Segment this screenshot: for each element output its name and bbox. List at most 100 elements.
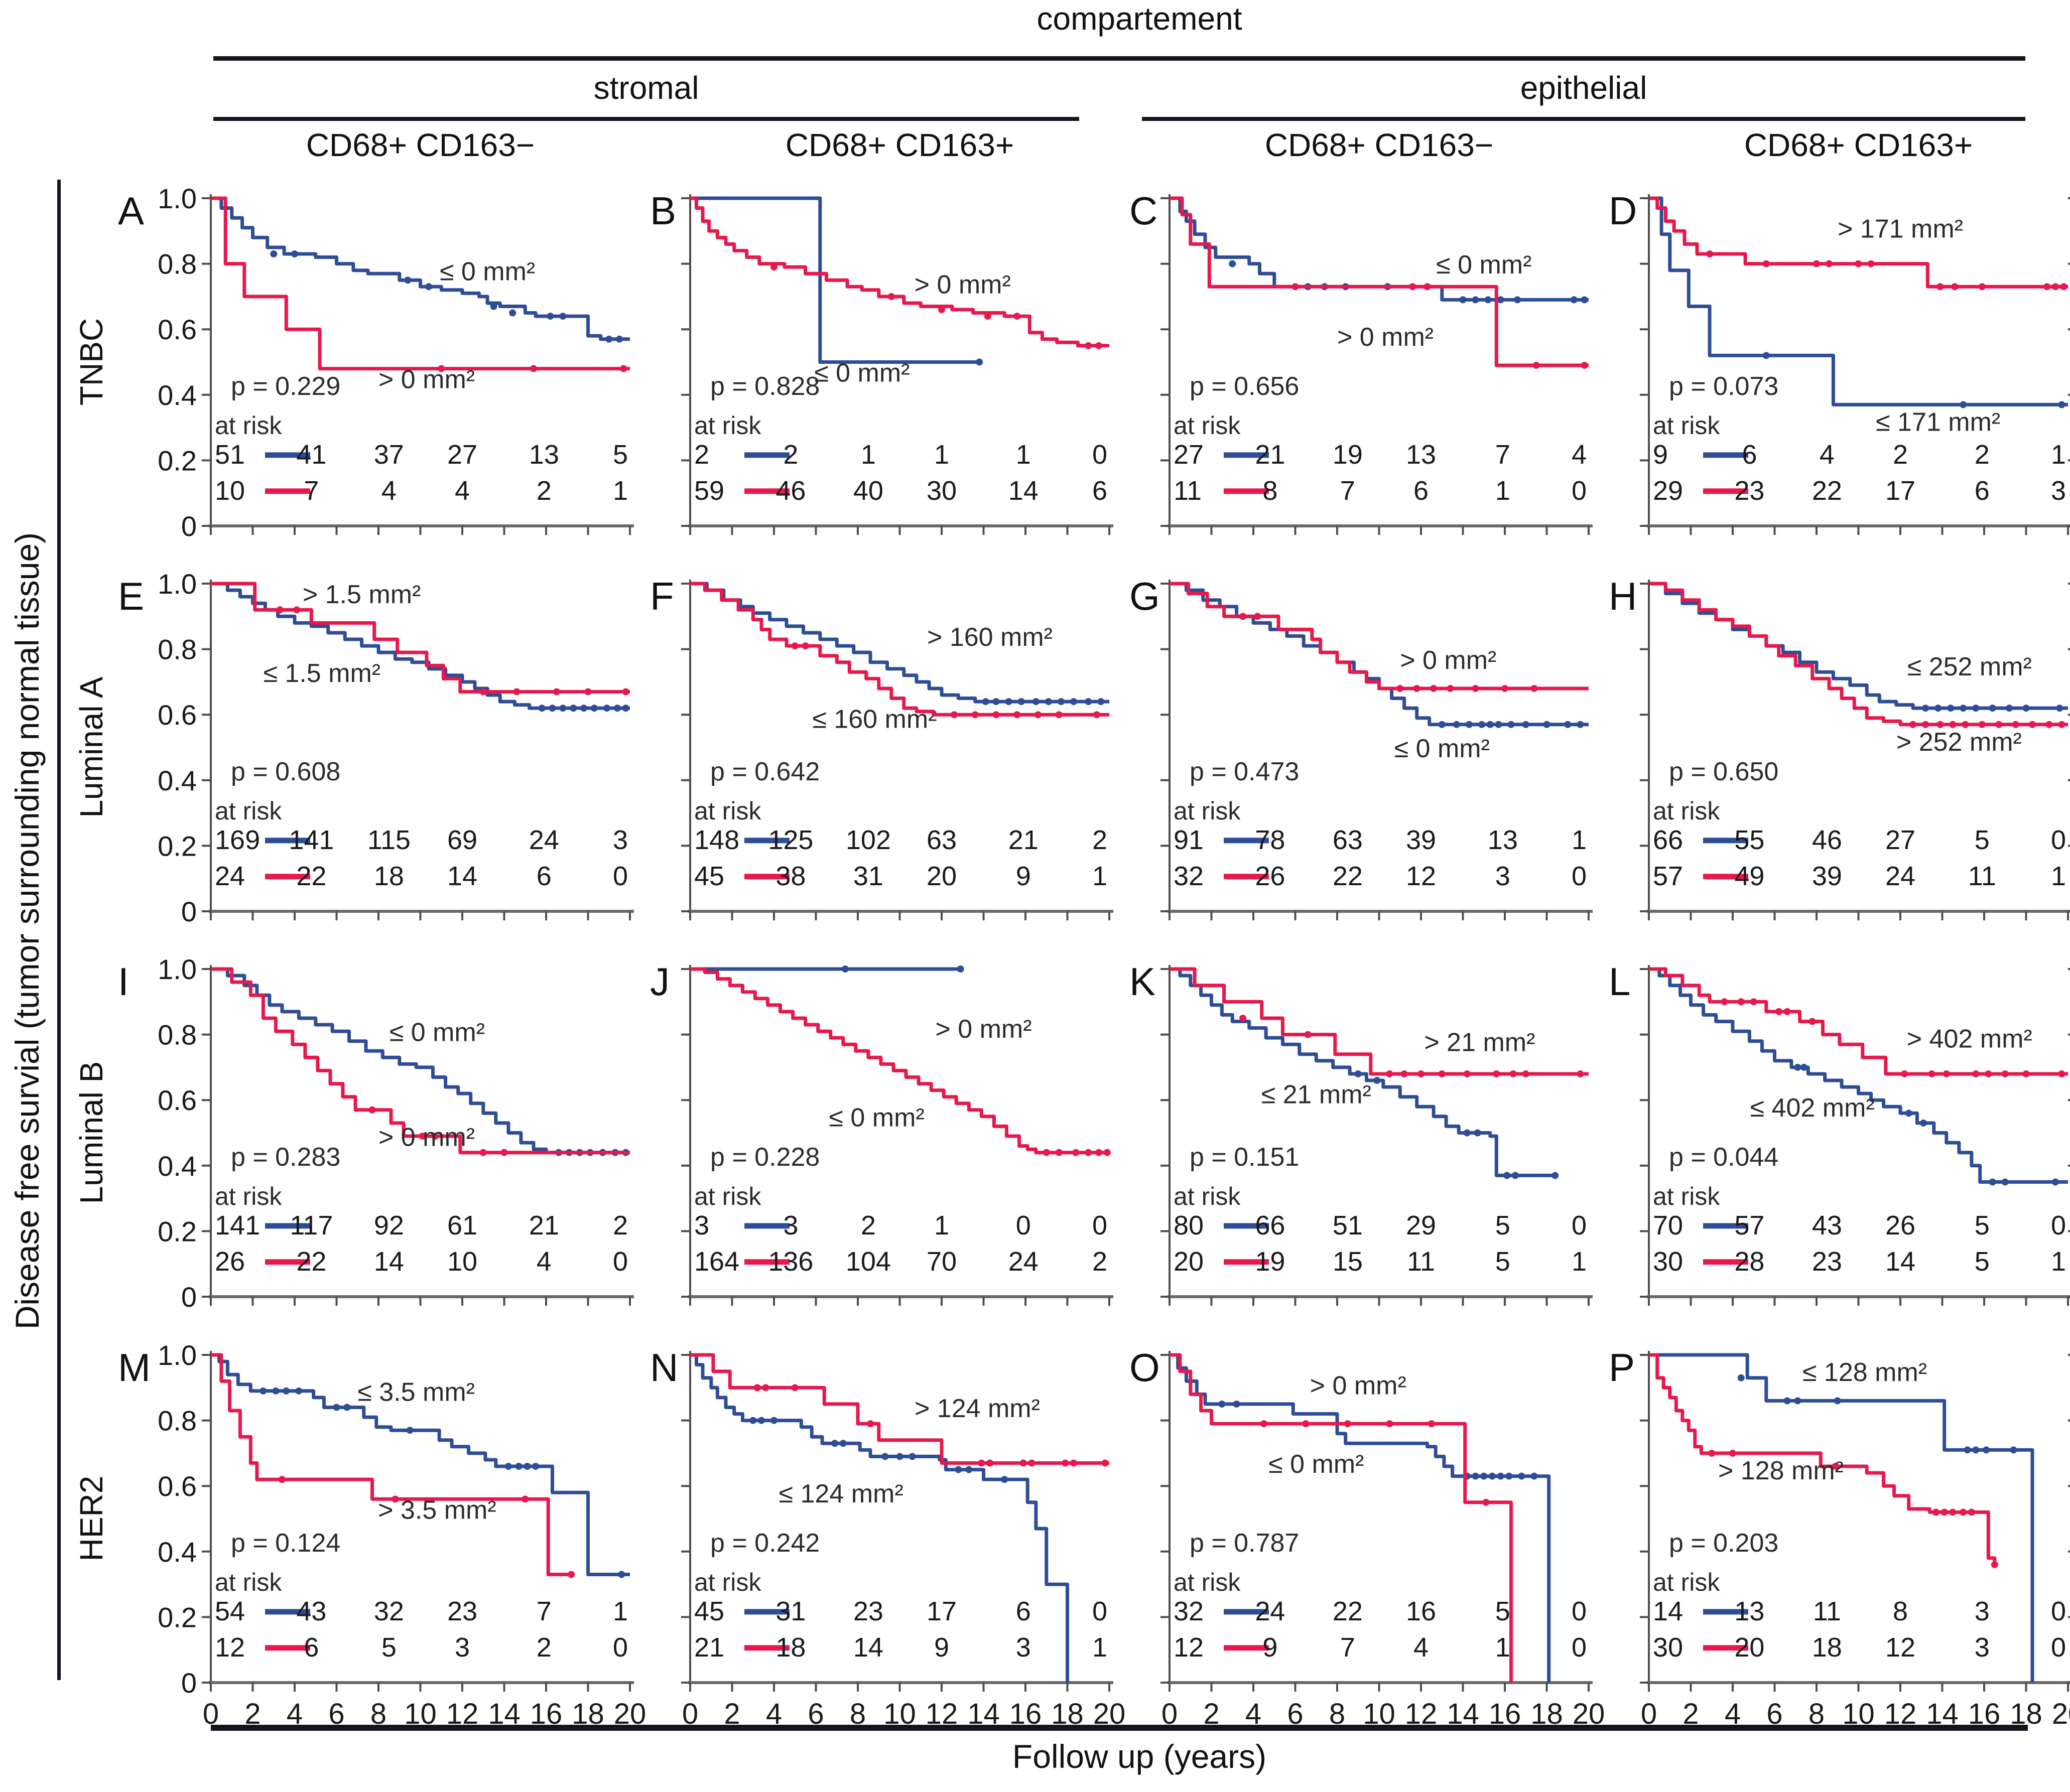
svg-text:0: 0 <box>613 861 628 891</box>
svg-text:26: 26 <box>215 1247 245 1277</box>
km-panel-C: Cp = 0.656 at risk ≤ 0 mm² 27 21 19 13 7 4 > 0 mm… <box>1129 189 1593 535</box>
panel-letter: C <box>1129 189 1157 233</box>
at-risk-row-red: 30 28 23 14 5 1 <box>1653 1247 2066 1277</box>
svg-text:18: 18 <box>374 861 404 891</box>
svg-text:27: 27 <box>1885 825 1915 855</box>
svg-text:28: 28 <box>1734 1247 1764 1277</box>
svg-text:70: 70 <box>927 1247 957 1277</box>
curve-label: ≤ 124 mm² <box>779 1479 903 1508</box>
compartment-header-epithelial: epithelial <box>1520 70 1647 106</box>
km-panel-I: 0 0.2 0.4 0.6 0.8 1.0 Ip = 0.283 at risk ≤ 0 mm²… <box>118 953 634 1313</box>
curve-label: ≤ 0 mm² <box>1436 250 1531 280</box>
svg-text:7: 7 <box>304 476 319 506</box>
svg-text:1: 1 <box>1495 476 1510 506</box>
svg-text:6: 6 <box>1742 440 1757 470</box>
curve-label: > 21 mm² <box>1424 1028 1535 1057</box>
curve-label: > 0 mm² <box>378 365 475 394</box>
x-tick-label: 20 <box>1573 1698 1605 1730</box>
svg-text:3: 3 <box>1975 1632 1990 1663</box>
x-tick-label: 12 <box>926 1698 958 1730</box>
svg-text:22: 22 <box>1333 1596 1363 1626</box>
curve-label: > 402 mm² <box>1907 1025 2032 1054</box>
x-tick-label: 16 <box>530 1698 563 1730</box>
svg-text:66: 66 <box>1653 825 1683 855</box>
survival-curve-red <box>211 967 630 1155</box>
svg-text:24: 24 <box>529 825 559 855</box>
svg-text:24: 24 <box>1885 861 1915 891</box>
svg-text:91: 91 <box>1174 825 1204 855</box>
p-value: p = 0.642 <box>710 757 820 786</box>
censor-marks-blue <box>1922 705 2063 712</box>
svg-text:5: 5 <box>381 1632 397 1663</box>
svg-text:32: 32 <box>1174 1596 1204 1626</box>
svg-text:4: 4 <box>381 476 397 506</box>
svg-text:1: 1 <box>613 1596 628 1626</box>
epithelial-rule <box>1142 117 2025 121</box>
svg-text:14: 14 <box>447 861 477 891</box>
x-tick-label: 14 <box>967 1698 1000 1730</box>
curve-label: > 171 mm² <box>1838 214 1963 243</box>
svg-text:5: 5 <box>1495 1247 1510 1277</box>
svg-text:1: 1 <box>1572 825 1587 855</box>
svg-text:3: 3 <box>1495 861 1510 891</box>
curve-label: ≤ 171 mm² <box>1876 408 2000 437</box>
survival-curve-red <box>1170 1353 1513 1683</box>
svg-text:32: 32 <box>1174 861 1204 891</box>
x-tick-label: 18 <box>1530 1698 1563 1730</box>
svg-text:63: 63 <box>1333 825 1363 855</box>
svg-text:45: 45 <box>694 861 724 891</box>
svg-text:21: 21 <box>1008 825 1039 855</box>
curve-label: > 124 mm² <box>915 1394 1040 1423</box>
at-risk-row-blue: 3 3 2 1 0 0 <box>694 1210 1107 1240</box>
svg-text:27: 27 <box>447 440 477 470</box>
at-risk-row-blue: 169 141 115 69 24 3 <box>215 825 628 855</box>
panel-letter: E <box>118 574 144 618</box>
svg-text:51: 51 <box>215 440 245 470</box>
svg-text:4: 4 <box>1820 440 1835 470</box>
curve-label: ≤ 0 mm² <box>814 359 910 388</box>
at-risk-row-blue: 32 24 22 16 5 0 <box>1174 1596 1587 1626</box>
svg-text:8: 8 <box>1262 476 1277 506</box>
svg-text:29: 29 <box>1653 476 1683 506</box>
curve-label: > 252 mm² <box>1896 728 2022 757</box>
y-tick-label: 0.2 <box>158 445 197 476</box>
at-risk-row-red: 10 7 4 4 2 1 <box>215 476 628 506</box>
svg-text:115: 115 <box>367 825 411 855</box>
curve-label: > 3.5 mm² <box>378 1496 496 1525</box>
x-tick-label: 4 <box>1725 1698 1741 1730</box>
svg-text:9: 9 <box>1262 1632 1277 1663</box>
p-value: p = 0.044 <box>1669 1143 1778 1172</box>
p-value: p = 0.229 <box>231 372 340 401</box>
at-risk-row-red: 30 20 18 12 3 0 <box>1653 1632 2066 1663</box>
svg-text:0: 0 <box>1572 1632 1587 1663</box>
svg-text:1: 1 <box>1495 1632 1510 1663</box>
censor-marks-blue <box>538 705 629 712</box>
svg-text:6: 6 <box>1413 476 1429 506</box>
curve-label: > 0 mm² <box>378 1123 475 1152</box>
curve-label: ≤ 0 mm² <box>440 257 535 286</box>
curve-label: > 0 mm² <box>935 1015 1031 1044</box>
svg-text:0: 0 <box>1572 476 1587 506</box>
svg-text:46: 46 <box>1812 825 1842 855</box>
at-risk-row-red: 164 136 104 70 24 2 <box>694 1247 1107 1277</box>
at-risk-row-blue: 54 43 32 23 7 1 <box>215 1596 628 1626</box>
svg-text:20: 20 <box>927 861 957 891</box>
y-tick-label: 0.6 <box>158 1084 197 1116</box>
svg-text:30: 30 <box>1653 1247 1683 1277</box>
p-value: p = 0.787 <box>1190 1529 1299 1558</box>
svg-text:6: 6 <box>1092 476 1107 506</box>
svg-text:0: 0 <box>613 1632 628 1663</box>
survival-curve-red <box>211 196 630 371</box>
curve-label: ≤ 128 mm² <box>1802 1358 1927 1387</box>
at-risk-label: at risk <box>1174 797 1241 825</box>
censor-marks-blue <box>260 1387 625 1578</box>
svg-text:66: 66 <box>1255 1210 1285 1240</box>
survival-curve-red <box>1170 582 1589 691</box>
column-header-2: CD68+ CD163+ <box>785 127 1014 163</box>
survival-curve-blue <box>211 967 630 1155</box>
y-tick-label: 0.2 <box>158 830 197 862</box>
svg-text:37: 37 <box>374 440 404 470</box>
